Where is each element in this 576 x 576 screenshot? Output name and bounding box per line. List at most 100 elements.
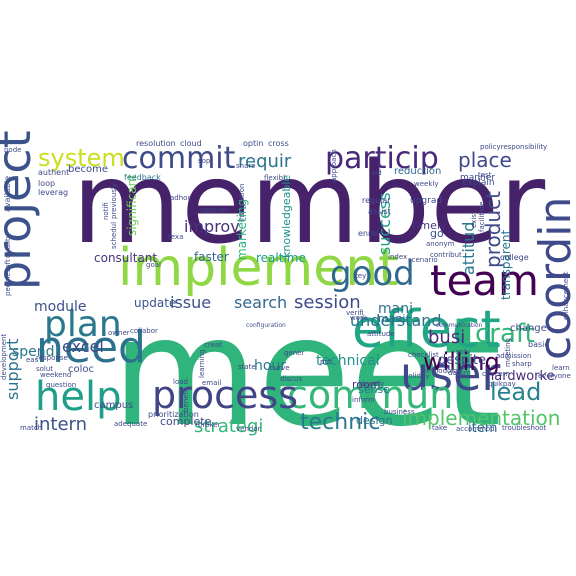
word-project: project [0, 130, 41, 290]
word-timely: timely [412, 219, 447, 232]
word-goal: goal [146, 261, 161, 269]
word-reduction: reduction [394, 166, 441, 177]
word-member: member [72, 139, 546, 269]
word-marketing: marketing [235, 199, 249, 260]
word-team: team [430, 256, 539, 305]
word-prioritization: prioritization [148, 410, 199, 419]
word-eas: eas [26, 356, 39, 364]
word-authent: authent [38, 168, 69, 177]
word-particip: particip [325, 141, 439, 176]
word-technic: technic [300, 410, 380, 435]
word-quality: quality [4, 234, 12, 258]
word-strategi: strategi [194, 416, 263, 437]
word-knowledgeable: knowledgeable [280, 175, 293, 258]
word-contribut: contribut [430, 251, 462, 259]
word-broker: broker [198, 421, 221, 429]
word-holiday: holiday [404, 372, 429, 380]
word-enrol: enrol [358, 229, 378, 238]
word-vendor: vendor [236, 425, 261, 433]
word-available: available [3, 176, 12, 212]
word-change: change [510, 323, 547, 334]
word-issue: issue [170, 293, 211, 312]
word-take: take [432, 424, 447, 432]
word-enhancement: enhancement [562, 271, 570, 320]
word-datum: datum [448, 369, 471, 377]
word-craft: craft [475, 319, 535, 349]
word-requir: requir [238, 151, 292, 172]
word-coordin: coordin [530, 197, 576, 360]
word-attitude: attitude [367, 330, 395, 338]
word-learning: learning [198, 349, 206, 378]
word-question: question [46, 381, 76, 389]
word-creat: creat [204, 341, 222, 349]
word-technical: technical [316, 353, 380, 369]
word-coloc: coloc [68, 364, 94, 375]
word-significant: significant [125, 174, 139, 236]
word-owner: owner [108, 329, 130, 337]
word-basic: basic [528, 340, 549, 349]
word-learn: learn [552, 364, 570, 372]
word-system: system [38, 144, 125, 172]
word-email: email [202, 379, 221, 387]
word-search: search [234, 293, 287, 312]
word-everyone: everyone [538, 372, 571, 380]
word-meet: meet [112, 286, 502, 460]
word-room: room [352, 378, 380, 391]
word-match: match [20, 424, 42, 432]
word-attitud: attitud [459, 222, 478, 275]
word-implement: implement [118, 238, 399, 298]
word-sop: sop [198, 157, 211, 165]
word-previously: previously [110, 183, 118, 219]
word-upgrad: upgrad [410, 196, 442, 206]
word-loop: loop [38, 179, 55, 188]
word-weekly: weekly [414, 180, 438, 188]
word-work: work [350, 314, 368, 322]
word-transparent: transparent [499, 230, 513, 300]
word-inform: inform [352, 396, 375, 404]
word-optin: optin [243, 139, 263, 148]
word-campus: campus [94, 400, 133, 411]
word-process: process [152, 373, 298, 417]
word-mani: mani [378, 301, 413, 317]
word-realtime: realtime [256, 251, 306, 265]
word-item: item [468, 421, 497, 436]
word-hardworke: hardworke [486, 369, 555, 384]
word-willing: willing [423, 348, 500, 376]
word-adhoc: adhoc [170, 194, 191, 202]
word-adequate: adequate [114, 420, 147, 428]
word-resolution: resolution [136, 139, 176, 148]
word-explain: explain [462, 178, 495, 188]
word-solut: solut [36, 365, 53, 373]
word-put: put [320, 358, 332, 366]
word-regular: regular [362, 196, 391, 205]
word-go: go [430, 227, 444, 240]
word-checklist: checklist [408, 351, 439, 359]
word-cross: cross [268, 139, 289, 148]
word-concern: concern [482, 370, 510, 378]
word-weekend: weekend [40, 371, 71, 379]
word-gener: gener [284, 349, 304, 357]
word-test: test [478, 171, 492, 179]
word-development: development [0, 334, 8, 380]
word-update: update [134, 296, 176, 310]
word-exist: exist [470, 211, 478, 228]
word-index: index [388, 253, 407, 261]
word-approach: approach [330, 149, 338, 182]
word-verifi: verifi [346, 309, 364, 317]
word-commun: commun [287, 373, 453, 417]
word-troubleshoot: troubleshoot [502, 424, 547, 432]
word-user: user [400, 347, 500, 401]
word-accommod: accommod [456, 425, 495, 433]
word-leverag: leverag [38, 188, 68, 197]
word-excel: excel [62, 337, 104, 356]
word-complete: complete [160, 415, 212, 428]
word-appsian: appsian [200, 206, 228, 214]
word-sense: sense [358, 383, 390, 396]
word-improv: improv [184, 217, 240, 236]
word-solv: solv [456, 348, 470, 356]
word-collabor: collabor [130, 327, 158, 335]
word-become: become [68, 164, 108, 175]
word-integration: integration [238, 184, 246, 222]
word-support: support [3, 339, 22, 400]
word-implementation: implementation [402, 406, 560, 430]
